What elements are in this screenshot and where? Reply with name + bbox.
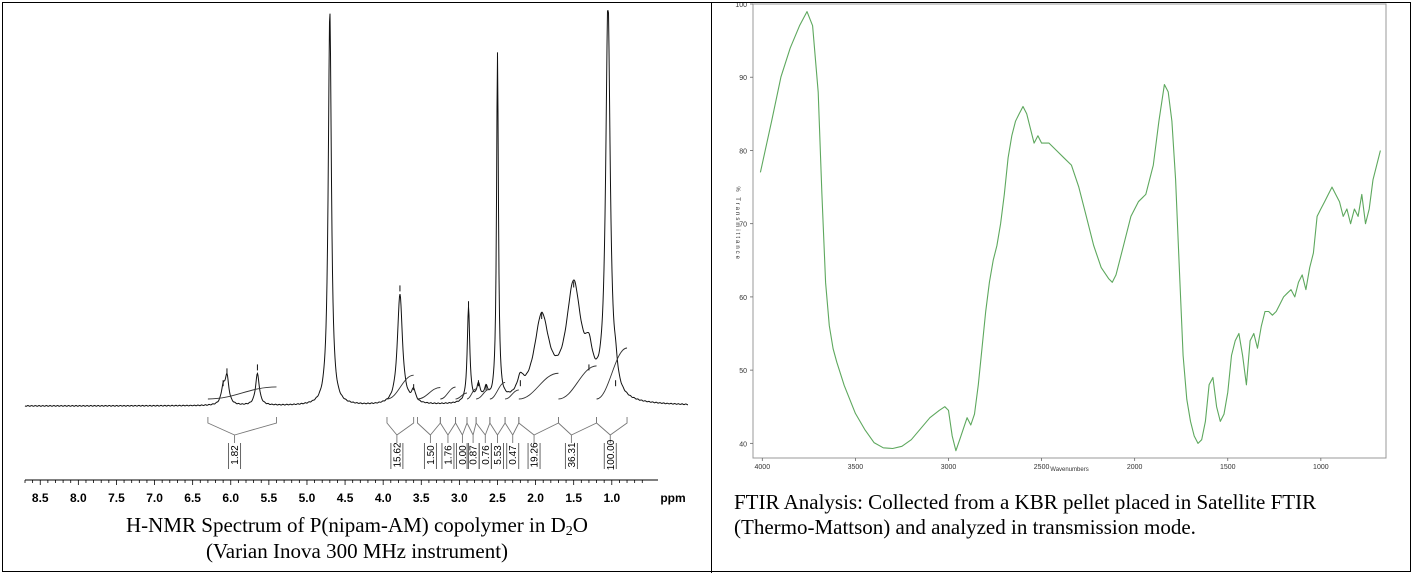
nmr-integral-curve (386, 374, 414, 400)
nmr-integral-label: 5.53 (493, 445, 504, 465)
nmr-integral-curve (417, 387, 441, 400)
nmr-integral-bracket (596, 417, 628, 443)
ftir-panel: 40 50 60 70 80 90 100 4000 3500 3000 2500 2000 1500 1… (712, 3, 1410, 571)
nmr-integral-bracket (489, 417, 506, 443)
ftir-x-tick-label: 4000 (755, 464, 771, 471)
nmr-integral-label: 15.62 (392, 442, 403, 467)
ftir-y-tick-label: 40 (739, 441, 747, 448)
nmr-x-tick-label: 8.0 (70, 491, 87, 505)
nmr-integral-bracket (455, 417, 468, 443)
nmr-x-tick-label: 1.0 (603, 491, 620, 505)
nmr-integral-curve (489, 381, 506, 400)
nmr-integral-label: 36.31 (567, 442, 578, 467)
nmr-x-tick-label: 6.0 (222, 491, 239, 505)
nmr-integral-curve (440, 386, 456, 400)
nmr-panel: 1.82 15.62 1.50 1.76 0.00 0.87 0.76 5.53 0.47 19.… (3, 3, 711, 571)
nmr-integral-curve (596, 347, 628, 400)
nmr-integral-label: 0.76 (481, 445, 492, 465)
nmr-x-tick-label: 4.0 (375, 491, 392, 505)
nmr-x-axis-label: ppm (660, 491, 685, 505)
nmr-integral-bracket (386, 417, 415, 443)
nmr-integral-curve (558, 365, 597, 400)
ftir-x-tick-label: 2500 (1034, 464, 1050, 471)
nmr-integral-curve (476, 388, 490, 400)
nmr-integral-bracket (207, 417, 277, 443)
cell-divider (711, 3, 712, 573)
nmr-integral-label: 0.00 (458, 445, 469, 465)
nmr-integral-label: 1.82 (230, 445, 241, 465)
nmr-x-tick-label: 6.5 (184, 491, 201, 505)
ftir-y-tick-label: 70 (739, 222, 747, 229)
nmr-integral-curve (207, 386, 277, 400)
nmr-integral-label: 19.26 (530, 442, 541, 467)
nmr-caption-line2: (Varian Inova 300 MHz instrument) (205, 539, 509, 563)
nmr-caption-line1: H-NMR Spectrum of P(nipam-AM) copolymer … (3, 513, 711, 539)
nmr-integral-curve (518, 372, 559, 400)
nmr-integral-curve (466, 388, 477, 400)
ftir-y-axis-label: % Transmittance (734, 186, 740, 261)
nmr-integral-bracket (417, 417, 441, 443)
ftir-y-tick-label: 90 (739, 75, 747, 82)
nmr-x-tick-label: 5.0 (299, 491, 316, 505)
nmr-x-tick-label: 8.5 (32, 491, 49, 505)
nmr-caption-subscript: 2 (565, 524, 573, 539)
nmr-integral-label: 1.76 (443, 445, 454, 465)
nmr-integral-bracket (475, 417, 491, 443)
nmr-x-tick-label: 7.5 (108, 491, 125, 505)
nmr-caption-text: H-NMR Spectrum of P(nipam-AM) copolymer … (126, 513, 566, 537)
nmr-integral-label: 0.87 (469, 445, 480, 465)
nmr-x-tick-label: 4.5 (337, 491, 354, 505)
nmr-x-tick-label: 7.0 (146, 491, 163, 505)
ftir-x-axis-label: Wavenumbers (1050, 467, 1088, 473)
nmr-integral-bracket (504, 417, 520, 443)
nmr-x-tick-label: 1.5 (565, 491, 582, 505)
nmr-integral-bracket (439, 417, 457, 443)
ftir-y-tick-label: 100 (735, 3, 747, 9)
nmr-x-tick-label: 3.5 (413, 491, 430, 505)
nmr-x-tick-label: 5.5 (261, 491, 278, 505)
nmr-integral-curve (455, 392, 468, 400)
nmr-integral-bracket (466, 417, 477, 443)
nmr-spectrum-line (24, 10, 688, 407)
ftir-x-tick-label: 3500 (848, 464, 864, 471)
ftir-x-tick-label: 1000 (1313, 464, 1329, 471)
ftir-x-tick-label: 1500 (1220, 464, 1236, 471)
nmr-x-tick-label: 3.0 (451, 491, 468, 505)
ftir-chart: 40 50 60 70 80 90 100 4000 3500 3000 2500 2000 1500 1… (734, 3, 1387, 473)
ftir-plot-frame (752, 3, 1387, 459)
nmr-caption-text-end: O (572, 513, 588, 537)
ftir-spectrum-line (759, 11, 1381, 452)
nmr-integral-curve (505, 389, 519, 400)
nmr-integral-label: 100.00 (606, 439, 617, 470)
nmr-chart: 1.82 15.62 1.50 1.76 0.00 0.87 0.76 5.53 0.47 19.… (24, 10, 688, 505)
nmr-integral-label: 1.50 (426, 445, 437, 465)
ftir-caption: FTIR Analysis: Collected from a KBR pell… (734, 490, 1317, 539)
nmr-x-tick-label: 2.0 (527, 491, 544, 505)
ftir-x-tick-label: 3000 (941, 464, 957, 471)
nmr-integral-label: 0.47 (508, 445, 519, 465)
ftir-y-tick-label: 50 (739, 368, 747, 375)
ftir-y-tick-label: 80 (739, 148, 747, 155)
nmr-integral-bracket (518, 417, 559, 443)
ftir-y-tick-label: 60 (739, 295, 747, 302)
nmr-integral-bracket (557, 417, 598, 443)
nmr-x-tick-label: 2.5 (489, 491, 506, 505)
ftir-x-tick-label: 2000 (1127, 464, 1143, 471)
